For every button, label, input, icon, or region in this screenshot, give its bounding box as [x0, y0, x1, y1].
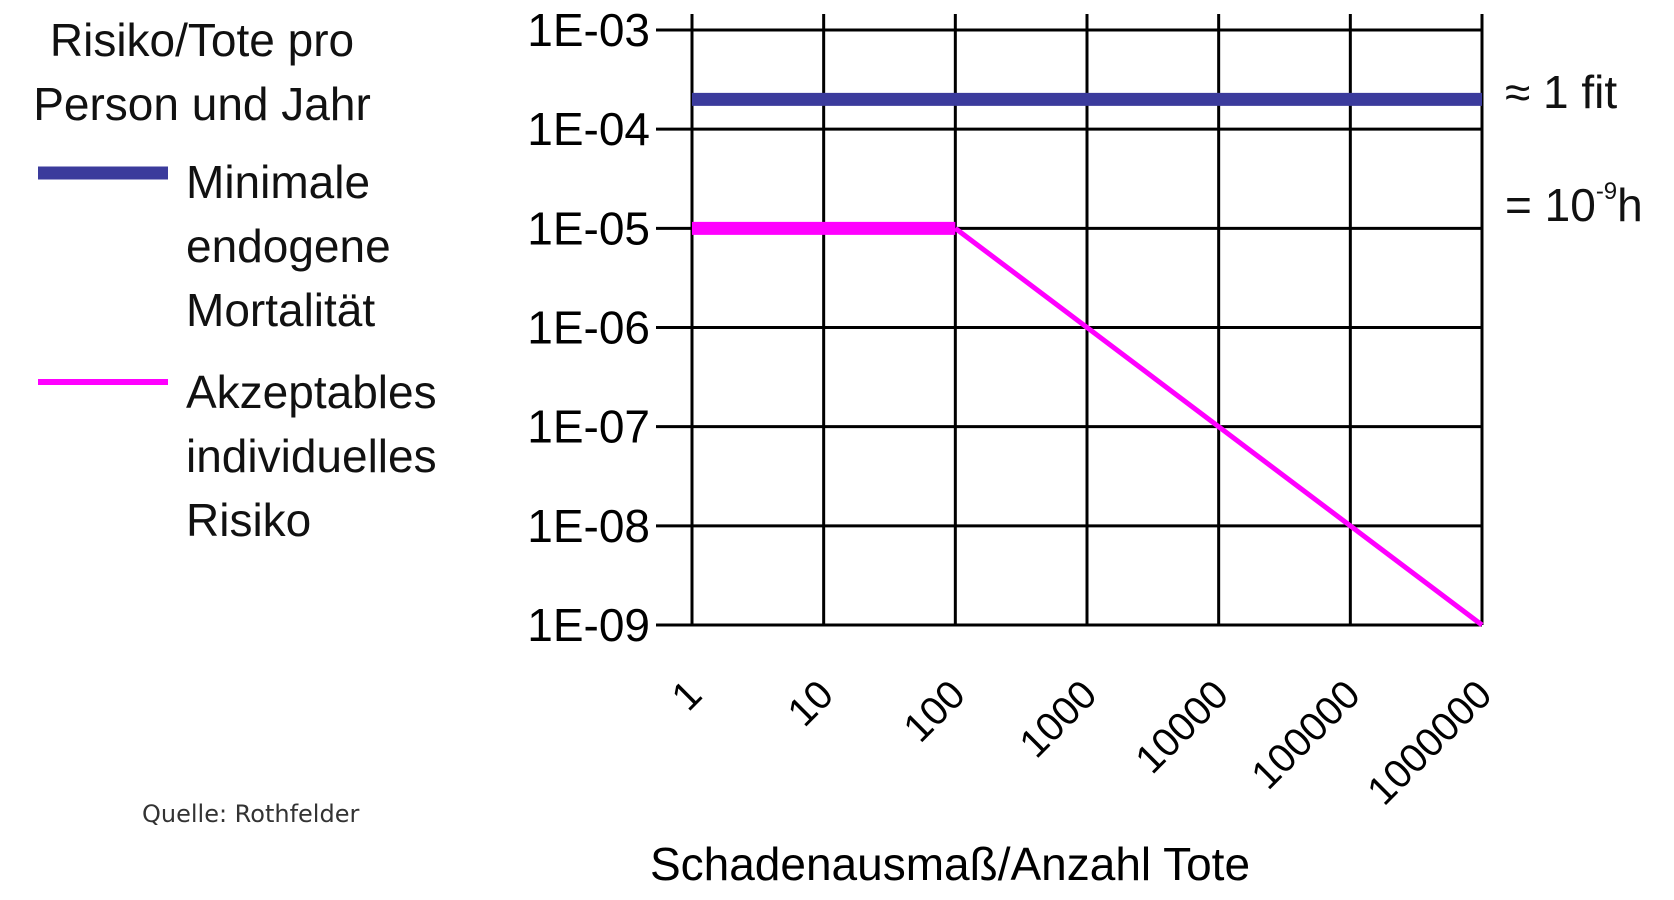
legend-swatch-blue	[38, 166, 168, 180]
annotation-hours-exponent: -9	[1595, 178, 1618, 205]
annotation-fit: ≈ 1 fit	[1505, 66, 1618, 118]
annotation-hours-suffix: h	[1617, 179, 1643, 231]
x-tick-label: 1	[664, 672, 711, 719]
y-tick-label: 1E-06	[527, 302, 650, 354]
y-tick-label: 1E-03	[527, 4, 650, 56]
annotation-hours: = 10-9h	[1505, 160, 1643, 237]
x-tick-label: 1000	[1011, 672, 1105, 766]
data-series	[692, 92, 1484, 627]
y-tick-label: 1E-07	[527, 401, 650, 453]
legend-label-risiko: Akzeptables individuelles Risiko	[186, 366, 437, 546]
y-tick-labels: 1E-03 1E-04 1E-05 1E-06 1E-07 1E-08 1E-09	[527, 4, 650, 651]
legend-item-risiko: Akzeptables individuelles Risiko	[38, 360, 478, 570]
x-axis-title: Schadenausmaß/Anzahl Tote	[650, 838, 1250, 890]
x-tick-label: 10000	[1127, 672, 1237, 782]
chart-legend: Minimale endogene Mortalität Akzeptables…	[38, 150, 478, 570]
legend-swatch-magenta	[38, 379, 168, 385]
series-1	[692, 221, 1484, 627]
series-line-segment	[953, 226, 1484, 627]
legend-label-mortalitaet: Minimale endogene Mortalität	[186, 156, 391, 336]
y-tick-label: 1E-08	[527, 500, 650, 552]
annotation-hours-prefix: = 10	[1505, 179, 1596, 231]
legend-item-mortalitaet: Minimale endogene Mortalität	[38, 150, 478, 360]
y-tick-label: 1E-04	[527, 103, 650, 155]
x-tick-label: 1000000	[1359, 672, 1500, 813]
x-tick-label: 100000	[1243, 672, 1369, 798]
x-tick-label: 100	[895, 672, 973, 750]
y-tick-label: 1E-09	[527, 599, 650, 651]
source-note: Quelle: Rothfelder	[142, 800, 360, 828]
y-axis-title: Risiko/Tote pro Person und Jahr	[33, 14, 371, 130]
y-tick-label: 1E-05	[527, 202, 650, 254]
x-tick-label: 10	[779, 672, 842, 735]
